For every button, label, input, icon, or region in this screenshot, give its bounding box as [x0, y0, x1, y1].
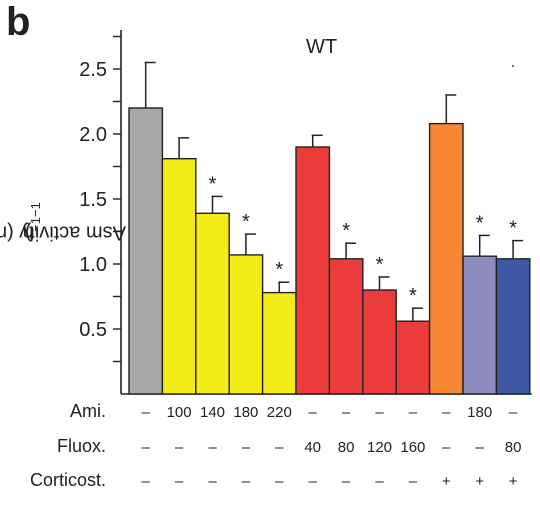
treatment-cell: 220 — [267, 404, 292, 421]
treatment-cell: – — [342, 404, 351, 421]
treatment-cell: – — [409, 404, 418, 421]
stray-dot — [512, 65, 514, 67]
significance-marker: * — [242, 211, 250, 233]
treatment-cell: + — [442, 473, 451, 490]
treatment-cell: – — [309, 473, 318, 490]
treatment-cell: + — [509, 473, 518, 490]
bar — [161, 157, 197, 395]
bar — [428, 122, 464, 395]
treatment-cell: – — [442, 439, 451, 456]
treatment-cell: – — [375, 404, 384, 421]
treatment-cell: 40 — [304, 439, 321, 456]
treatment-cell: – — [175, 473, 184, 490]
treatment-cell: – — [309, 404, 318, 421]
y-tick-label: 2.0 — [79, 124, 107, 146]
bar — [495, 258, 531, 395]
bar — [128, 107, 164, 395]
treatment-cell: 140 — [200, 404, 225, 421]
treatment-cell: 180 — [467, 404, 492, 421]
treatment-cell: – — [342, 473, 351, 490]
treatment-cell: – — [275, 473, 284, 490]
treatment-cell: 160 — [400, 439, 425, 456]
bar — [462, 255, 498, 395]
treatment-cell: – — [476, 439, 485, 456]
treatment-cell: – — [375, 473, 384, 490]
treatment-cell: – — [208, 473, 217, 490]
treatment-cell: – — [142, 473, 151, 490]
significance-marker: * — [509, 218, 517, 240]
treatment-cell: 120 — [367, 439, 392, 456]
significance-marker: * — [275, 259, 283, 281]
treatment-cell: – — [142, 439, 151, 456]
treatment-cell: 80 — [505, 439, 522, 456]
treatment-cell: – — [442, 404, 451, 421]
bar — [261, 291, 297, 395]
y-tick-label: 1.5 — [79, 189, 107, 211]
bar — [228, 254, 264, 395]
treatment-cell: 80 — [338, 439, 355, 456]
bar — [395, 320, 431, 395]
significance-marker: * — [342, 220, 350, 242]
treatment-cell: – — [208, 439, 217, 456]
treatment-cell: – — [175, 439, 184, 456]
treatment-cell: – — [242, 439, 251, 456]
treatment-cell: – — [275, 439, 284, 456]
treatment-cell: 180 — [233, 404, 258, 421]
bar — [295, 146, 331, 395]
significance-marker: * — [209, 173, 217, 195]
treatment-row-label: Ami. — [70, 401, 106, 421]
y-tick-label: 1.0 — [79, 254, 107, 276]
treatment-cell: – — [509, 404, 518, 421]
bar — [362, 289, 397, 395]
treatment-cell: 100 — [167, 404, 192, 421]
treatment-cell: + — [475, 473, 484, 490]
bar — [195, 212, 230, 395]
treatment-row-label: Fluox. — [57, 436, 106, 456]
y-tick-label: 2.5 — [79, 59, 107, 81]
significance-marker: * — [376, 254, 384, 276]
treatment-row-label: Corticost. — [30, 470, 106, 490]
treatment-cell: – — [409, 473, 418, 490]
panel-letter: b — [6, 0, 31, 44]
treatment-cell: – — [142, 404, 151, 421]
significance-marker: * — [476, 212, 484, 234]
bar — [328, 258, 364, 395]
treatment-cell: – — [242, 473, 251, 490]
chart-title: WT — [306, 36, 338, 58]
y-tick-label: 0.5 — [79, 319, 107, 341]
significance-marker: * — [409, 285, 417, 307]
